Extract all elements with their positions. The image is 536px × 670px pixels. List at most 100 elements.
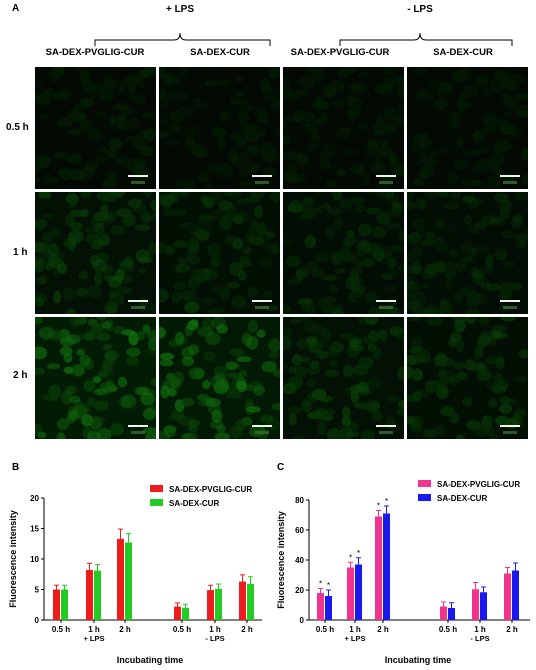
x-tick-label: 1 h [349,625,361,634]
x-tick-label: 2 h [119,625,131,634]
bar [53,589,60,620]
bar [94,570,101,620]
y-axis-label: Fluorescence intensity [276,511,286,609]
y-tick-label: 0 [300,616,305,625]
legend-label: SA-DEX-CUR [437,494,487,503]
y-tick-label: 20 [295,586,304,595]
micrograph-r2-c2 [159,192,280,314]
group-label-minus-lps: - LPS [407,4,433,15]
scale-bar [500,175,520,177]
x-tick-label: 0.5 h [173,625,191,634]
panel-b-letter: B [12,462,20,473]
chart-c: 0 20 40 60 80 Fluorescence intensity * * 0.5 h * *… [276,480,530,665]
x-group-label: + LPS [83,634,104,643]
scale-bar-caption [131,306,145,309]
micrograph-r3-c2 [159,317,280,439]
bar [383,513,390,620]
scale-bar-caption [503,306,517,309]
bar [86,569,93,620]
bar [174,606,181,620]
scale-bar-caption [379,306,393,309]
bar [61,589,68,620]
x-tick-label: 2 h [377,625,389,634]
bar [480,592,487,620]
scale-bar [252,300,272,302]
significance-mark: * [377,502,380,511]
significance-mark: * [357,549,360,558]
significance-mark: * [385,497,388,506]
scale-bar-caption [255,431,269,434]
legend-swatch [418,494,431,501]
x-tick-label: 0.5 h [439,625,457,634]
scale-bar [252,425,272,427]
microscopy-grid [35,67,530,439]
column-label-3: SA-DEX-PVGLIG-CUR [290,47,390,58]
scale-bar [376,300,396,302]
y-tick-label: 15 [30,525,39,534]
group-brackets [94,32,513,46]
x-group-label: - LPS [205,634,224,643]
y-axis-label: Fluorescence intensity [8,510,18,608]
micrograph-r3-c1 [35,317,156,439]
column-label-2: SA-DEX-CUR [190,47,250,58]
bar [512,570,519,620]
legend-swatch [150,485,163,492]
significance-mark: * [327,581,330,590]
x-tick-label: 1 h [474,625,486,634]
bar [247,584,254,620]
y-tick-label: 40 [295,556,304,565]
legend-label: SA-DEX-PVGLIG-CUR [437,480,520,489]
micrograph-r1-c4 [407,67,528,189]
x-group-label: - LPS [470,634,489,643]
bar [347,567,354,620]
scale-bar [252,175,272,177]
bar [472,589,479,620]
micrograph-r3-c4 [407,317,528,439]
x-axis-label: Incubating time [117,655,184,665]
row-label-2h: 2 h [13,370,28,381]
bar [504,573,511,620]
scale-bar [128,300,148,302]
x-axis-label: Incubating time [385,655,452,665]
bar [317,593,324,620]
bar [239,581,246,620]
scale-bar-caption [503,431,517,434]
micrograph-r3-c3 [283,317,404,439]
bar [207,590,214,620]
micrograph-r2-c3 [283,192,404,314]
scale-bar [128,175,148,177]
legend-label: SA-DEX-CUR [169,499,219,508]
scale-bar [376,175,396,177]
micrograph-r1-c2 [159,67,280,189]
scale-bar-caption [131,431,145,434]
y-tick-label: 60 [295,526,304,535]
column-label-4: SA-DEX-CUR [433,47,493,58]
y-tick-label: 5 [35,586,40,595]
x-tick-label: 1 h [209,625,221,634]
scale-bar-caption [379,181,393,184]
scale-bar-caption [379,431,393,434]
panel-a-letter: A [12,3,20,14]
micrograph-r1-c3 [283,67,404,189]
scale-bar [500,300,520,302]
y-tick-label: 80 [295,496,304,505]
scale-bar-caption [255,306,269,309]
group-label-plus-lps: + LPS [165,4,195,15]
bar [375,516,382,620]
legend-swatch [418,480,431,487]
bar [117,538,124,620]
scale-bar [128,425,148,427]
x-tick-label: 2 h [241,625,253,634]
bar [325,596,332,620]
micrograph-r2-c1 [35,192,156,314]
micrograph-r1-c1 [35,67,156,189]
y-tick-label: 20 [30,494,39,503]
x-tick-label: 0.5 h [52,625,70,634]
scale-bar-caption [503,181,517,184]
bar [440,606,447,620]
scale-bar [376,425,396,427]
x-tick-label: 0.5 h [316,625,334,634]
panel-c-letter: C [277,462,285,473]
x-group-label: + LPS [344,634,365,643]
